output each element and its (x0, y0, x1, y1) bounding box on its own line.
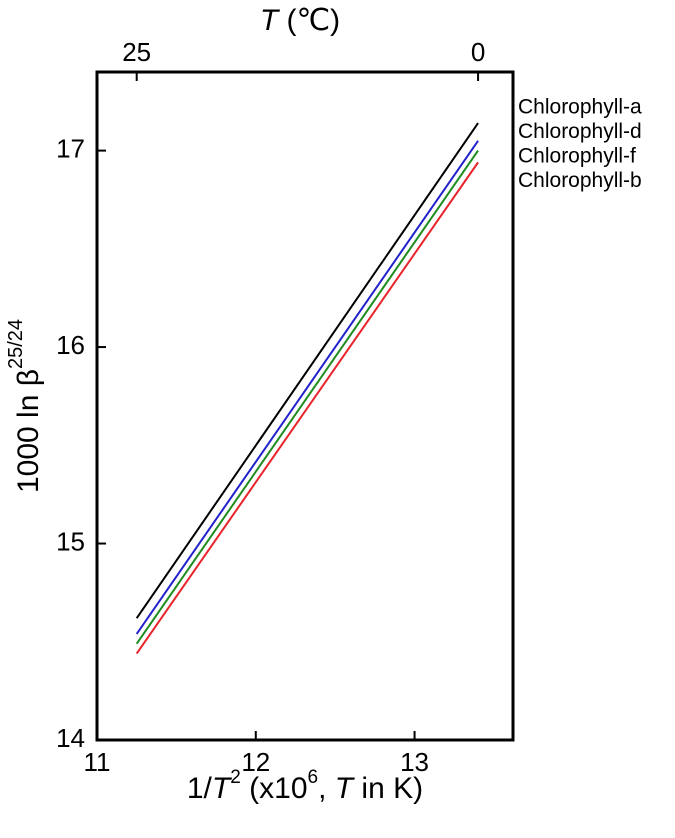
y-axis-label: 1000 ln β25/24 (5, 319, 45, 493)
x2-tick-label: 0 (471, 37, 485, 67)
x2-tick-label: 25 (122, 37, 151, 67)
series-line (135, 150, 479, 645)
x-axis-label: 1/T2 (x106, T in K) (187, 767, 423, 805)
y-tick-label: 16 (56, 330, 85, 360)
x-tick-label: 11 (84, 747, 111, 777)
legend-label: Chlorophyll-a (518, 96, 642, 119)
series-line (135, 161, 479, 655)
x-tick-label: 13 (400, 747, 429, 777)
y-tick-label: 15 (56, 526, 85, 556)
series-line (135, 122, 479, 619)
legend-label: Chlorophyll-d (518, 120, 642, 143)
y-tick-label: 14 (56, 723, 85, 753)
legend-label: Chlorophyll-f (518, 145, 636, 168)
plot-frame (95, 70, 515, 742)
legend-label: Chlorophyll-b (518, 169, 642, 192)
series-line (135, 140, 479, 635)
y-tick-label: 17 (56, 133, 85, 163)
x2-axis-label: T (℃) (260, 4, 340, 37)
x-tick-label: 12 (241, 747, 270, 777)
